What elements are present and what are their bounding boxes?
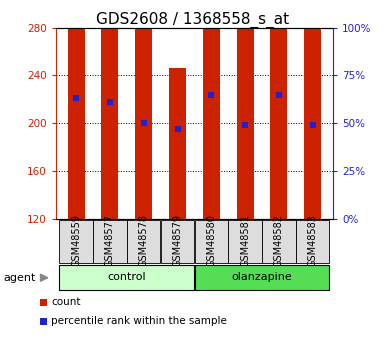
Bar [271, 0, 287, 219]
Text: GSM48581: GSM48581 [240, 214, 250, 267]
Bar [203, 0, 220, 219]
Point [276, 92, 282, 97]
Text: olanzapine: olanzapine [232, 272, 293, 282]
Bar [169, 68, 186, 219]
Text: GSM48559: GSM48559 [71, 214, 81, 267]
Bar [135, 165, 152, 345]
Bar [194, 265, 330, 290]
Text: GSM48582: GSM48582 [274, 214, 284, 267]
Bar [161, 219, 194, 264]
Text: GSM48577: GSM48577 [105, 214, 115, 267]
Text: GSM48583: GSM48583 [308, 214, 318, 267]
Bar [296, 219, 330, 264]
Bar [68, 0, 85, 219]
Text: control: control [107, 272, 146, 282]
Bar [203, 63, 220, 345]
Bar [40, 299, 47, 306]
Point [107, 99, 113, 105]
Point [73, 96, 79, 101]
Bar [127, 219, 161, 264]
Text: percentile rank within the sample: percentile rank within the sample [51, 316, 227, 326]
Text: GSM48578: GSM48578 [139, 214, 149, 267]
Text: GSM48580: GSM48580 [206, 214, 216, 267]
Bar [59, 219, 93, 264]
Bar [93, 219, 127, 264]
Point [208, 92, 214, 97]
Point [174, 126, 181, 132]
Bar [169, 212, 186, 345]
Bar [102, 145, 118, 345]
Bar [194, 219, 228, 264]
Bar [40, 318, 47, 325]
Text: GDS2608 / 1368558_s_at: GDS2608 / 1368558_s_at [96, 12, 289, 28]
Text: count: count [51, 297, 80, 307]
Bar [135, 22, 152, 219]
Bar [59, 265, 194, 290]
Bar [304, 16, 321, 219]
Bar [68, 127, 85, 345]
Point [310, 122, 316, 128]
Bar [228, 219, 262, 264]
Text: agent: agent [4, 273, 36, 283]
Bar [304, 159, 321, 345]
Bar [237, 169, 254, 345]
Text: GSM48579: GSM48579 [172, 214, 182, 267]
Point [141, 120, 147, 126]
Bar [262, 219, 296, 264]
Bar [237, 25, 254, 219]
Point [242, 122, 248, 128]
Bar [102, 1, 118, 219]
Bar [271, 72, 287, 345]
